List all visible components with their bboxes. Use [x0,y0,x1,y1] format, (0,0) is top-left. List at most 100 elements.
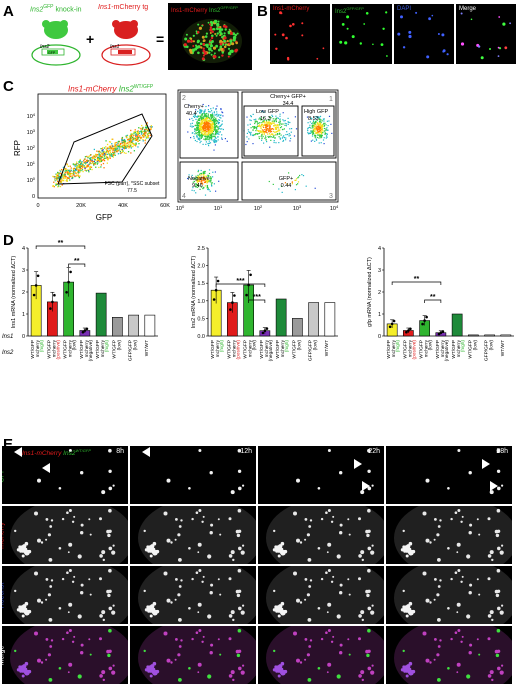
flow-event-dot [274,137,276,139]
arrowhead-icon [142,447,150,457]
flow-event-dot [130,147,132,149]
flow-event-dot [109,155,111,157]
flow-event-dot [202,124,205,127]
flow-event-dot [316,126,319,128]
flow-event-dot [326,129,328,131]
flow-event-dot [322,125,324,128]
cell-dot [107,533,111,538]
flow-event-dot [202,130,204,132]
flow-event-dot [86,169,89,171]
flow-event-dot [100,156,102,158]
flow-event-dot [206,117,208,119]
flow-event-dot [263,142,265,144]
flow-event-dot [214,138,216,140]
flow-event-dot [115,142,117,144]
cell-dot [367,546,372,551]
y-tick-label: 4 [378,246,381,252]
gate-cherry [179,91,239,159]
tissue-background [10,566,128,624]
flow-event-dot [85,170,87,172]
cell-dot [468,531,472,535]
tissue-background [394,626,512,684]
flow-event-dot [215,131,217,133]
flow-event-dot [116,151,118,153]
flow-event-dot [262,129,264,131]
flow-event-dot [194,139,196,142]
cell-dot [188,487,191,490]
flow-event-dot [136,138,138,141]
cell-dot [99,554,103,558]
flow-event-dot [87,165,89,168]
flow-event-dot [207,188,209,191]
flow-event-dot [111,147,113,149]
flow-event-dot [213,111,215,113]
flow-event-dot [144,126,147,129]
category-group: (positive) [235,340,241,360]
category-group: (high) [104,340,110,353]
flow-event-dot [207,124,209,126]
cell-dot [361,558,364,562]
flow-event-dot [143,136,145,138]
flow-event-dot [215,117,217,119]
category-group: (positive) [411,340,417,360]
flow-event-dot [213,116,215,118]
cell-dot [307,678,312,682]
cell-dot [370,610,375,615]
flow-event-dot [123,140,125,143]
flow-right-xtick: 103 [293,204,302,212]
flow-event-dot [100,148,102,150]
flow-event-dot [98,159,100,161]
flow-event-dot [98,158,101,161]
cell-dot [332,575,335,578]
flow-event-dot [215,190,217,192]
flow-event-dot [273,121,275,123]
flow-event-dot [266,132,268,134]
cell-dot [228,614,233,618]
cell-dot [170,601,173,604]
flow-event-dot [76,166,78,168]
flow-event-dot [150,128,152,130]
flow-event-dot [89,168,91,170]
cell-dot [487,554,492,558]
flow-event-dot [199,188,201,190]
flow-event-dot [265,135,267,137]
b-image-mcherry: Ins1-mCherry [270,4,330,64]
flow-event-dot [118,140,120,143]
flow-event-dot [123,139,125,142]
cell-dot [433,658,436,661]
flow-event-dot [191,189,193,191]
flow-event-dot [311,131,313,133]
category-genotype: WT/GFP [79,340,85,359]
flow-left-ytick: 100 [27,176,36,184]
flow-event-dot [98,166,100,169]
flow-event-dot [287,121,289,123]
flow-event-dot [96,155,98,157]
flow-event-dot [202,143,204,145]
flow-event-dot [323,137,325,139]
flow-event-dot [200,121,202,123]
flow-event-dot [93,155,95,157]
category-genotype: WT/GFP [63,340,69,359]
flow-event-dot [137,130,139,132]
flow-event-dot [188,177,190,179]
flow-event-dot [212,107,214,109]
cell-dot [308,585,312,588]
cell-dot [195,511,199,514]
flow-event-dot [192,125,195,128]
flow-event-dot [219,128,221,130]
flow-event-dot [199,176,201,179]
flow-event-dot [149,129,151,131]
flow-event-dot [124,146,126,148]
flow-event-dot [279,132,281,135]
flow-event-dot [214,129,216,131]
flow-event-dot [282,136,284,138]
panel-e-grid: 8h Ins1-mCherry Ins2WT/GFP GFP 12h 22h 28h mCh… [0,444,520,690]
flow-event-dot [90,166,93,168]
flow-event-dot [73,168,75,171]
flow-event-dot [200,172,202,175]
islet-micrograph-title: Ins1-mCherry Ins2GFP/GFP [171,5,238,14]
flow-event-dot [221,123,223,125]
cell-dot [238,546,242,551]
flow-event-dot [210,183,213,185]
flow-event-dot [118,144,121,146]
